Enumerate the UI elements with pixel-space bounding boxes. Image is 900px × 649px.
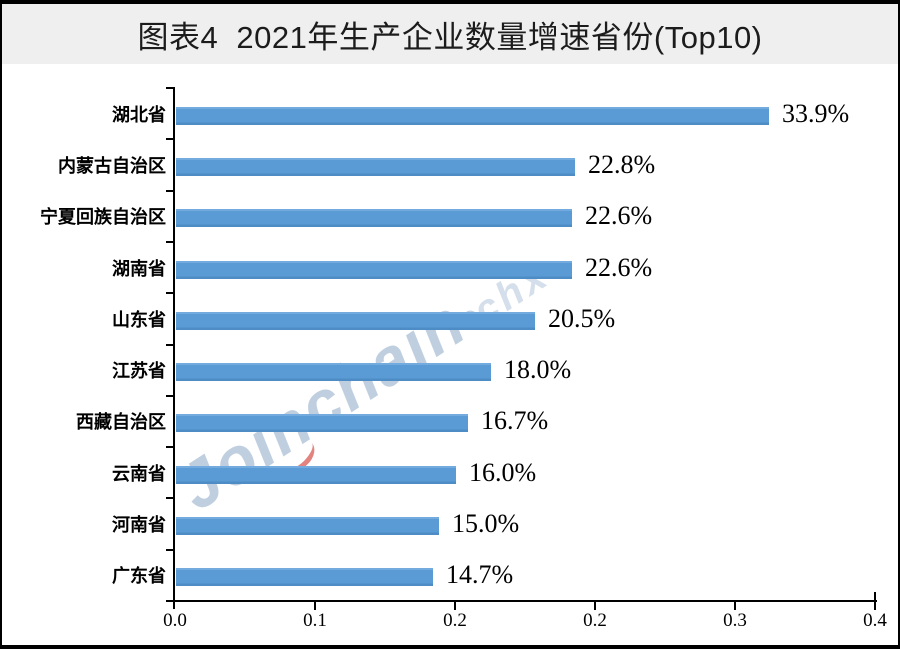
frame-border-right xyxy=(898,0,900,649)
bar xyxy=(176,106,769,125)
bar xyxy=(176,157,575,176)
y-axis-tick xyxy=(166,600,175,602)
y-axis-tick xyxy=(166,548,175,551)
value-label: 22.8% xyxy=(588,149,656,179)
y-axis-tick xyxy=(166,446,175,449)
frame-border-bottom xyxy=(0,645,900,649)
value-label: 16.0% xyxy=(469,457,537,487)
title-band: 图表4 2021年生产企业数量增速省份(Top10) xyxy=(2,4,898,64)
x-axis-tick-label: 0.2 xyxy=(443,610,467,631)
category-label: 云南省 xyxy=(112,463,166,484)
chart-title: 图表4 2021年生产企业数量增速省份(Top10) xyxy=(137,19,763,55)
x-axis-end-tick xyxy=(874,592,876,600)
x-axis-tick-label: 0.1 xyxy=(303,610,327,631)
y-axis-tick xyxy=(166,497,175,500)
y-axis-tick xyxy=(166,189,175,192)
y-axis xyxy=(173,88,175,609)
category-label: 湖北省 xyxy=(112,104,166,125)
x-axis-tick-label: 0.4 xyxy=(863,610,887,631)
value-label: 16.7% xyxy=(481,406,549,436)
category-label: 江苏省 xyxy=(112,361,166,382)
bar xyxy=(176,568,433,587)
y-axis-tick xyxy=(166,138,175,141)
y-axis-tick xyxy=(166,394,175,397)
x-axis-tick-label: 0.3 xyxy=(723,610,747,631)
category-label: 山东省 xyxy=(112,309,166,330)
category-label: 河南省 xyxy=(112,515,166,536)
frame-border-top xyxy=(0,0,900,4)
value-label: 22.6% xyxy=(585,201,653,231)
y-axis-tick xyxy=(166,292,175,295)
x-axis-tick-label: 0.0 xyxy=(163,610,187,631)
value-label: 33.9% xyxy=(782,98,850,128)
value-label: 14.7% xyxy=(446,560,514,590)
bar xyxy=(176,363,491,382)
bar xyxy=(176,260,572,279)
x-axis-tick-label: 0.2 xyxy=(583,610,607,631)
bar xyxy=(176,414,468,433)
bar xyxy=(176,209,572,228)
x-axis-tick xyxy=(874,602,876,610)
bar xyxy=(176,465,456,484)
x-axis-tick xyxy=(594,602,596,610)
category-label: 内蒙古自治区 xyxy=(58,155,166,176)
bar xyxy=(176,517,439,536)
y-axis-tick xyxy=(166,343,175,346)
y-axis-tick xyxy=(166,87,175,89)
value-label: 18.0% xyxy=(504,355,572,385)
x-axis-tick xyxy=(314,602,316,610)
category-label: 湖南省 xyxy=(112,258,166,279)
x-axis xyxy=(173,600,877,602)
category-label: 西藏自治区 xyxy=(76,412,166,433)
category-label: 广东省 xyxy=(112,566,166,587)
frame-border-left xyxy=(0,0,2,649)
bar xyxy=(176,311,535,330)
value-label: 20.5% xyxy=(548,303,616,333)
y-axis-tick xyxy=(166,240,175,243)
x-axis-tick xyxy=(734,602,736,610)
x-axis-tick xyxy=(454,602,456,610)
category-label: 宁夏回族自治区 xyxy=(40,207,166,228)
value-label: 15.0% xyxy=(452,509,520,539)
value-label: 22.6% xyxy=(585,252,653,282)
